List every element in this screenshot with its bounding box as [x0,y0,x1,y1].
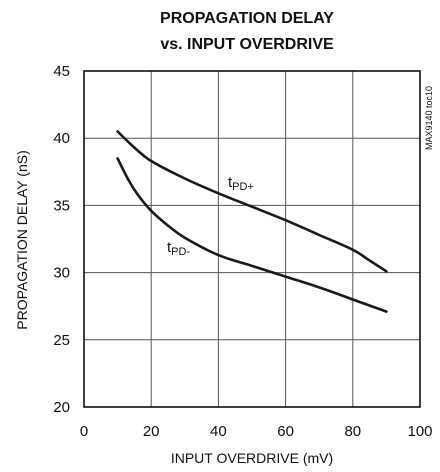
series-label-tpd-minus-sub: PD- [171,246,190,258]
tick-labels: 0 20 40 60 80 100 20 25 30 35 40 45 [53,63,432,440]
y-tick-label: 25 [53,332,70,349]
chart-title-line-2: vs. INPUT OVERDRIVE [160,36,334,53]
grid-lines [84,71,420,407]
x-axis-label: INPUT OVERDRIVE (mV) [171,450,333,466]
x-tick-label: 60 [277,423,294,440]
chart-title-line-1: PROPAGATION DELAY [160,10,334,27]
series-label-tpd-minus-main: t [167,239,172,256]
y-axis-label: PROPAGATION DELAY (nS) [14,150,30,329]
y-tick-label: 45 [53,63,70,80]
x-tick-label: 20 [143,423,160,440]
series-line-tpd-minus [116,157,388,313]
series-label-tpd-plus: tPD+ [228,174,254,193]
series-label-tpd-plus-sub: PD+ [232,181,254,193]
x-tick-label: 100 [407,423,432,440]
y-tick-label: 35 [53,197,70,214]
series-curves [116,130,388,313]
x-tick-label: 40 [210,423,227,440]
figure-code-note: MAX9140 toc10 [424,86,434,150]
x-tick-label: 80 [344,423,361,440]
series-line-tpd-plus [116,130,388,273]
y-tick-label: 30 [53,265,70,282]
y-tick-label: 20 [53,399,70,416]
plot-frame [83,70,421,408]
x-tick-label: 0 [80,423,88,440]
series-label-tpd-minus: tPD- [167,239,190,258]
series-label-tpd-plus-main: t [228,174,233,191]
y-tick-label: 40 [53,130,70,147]
